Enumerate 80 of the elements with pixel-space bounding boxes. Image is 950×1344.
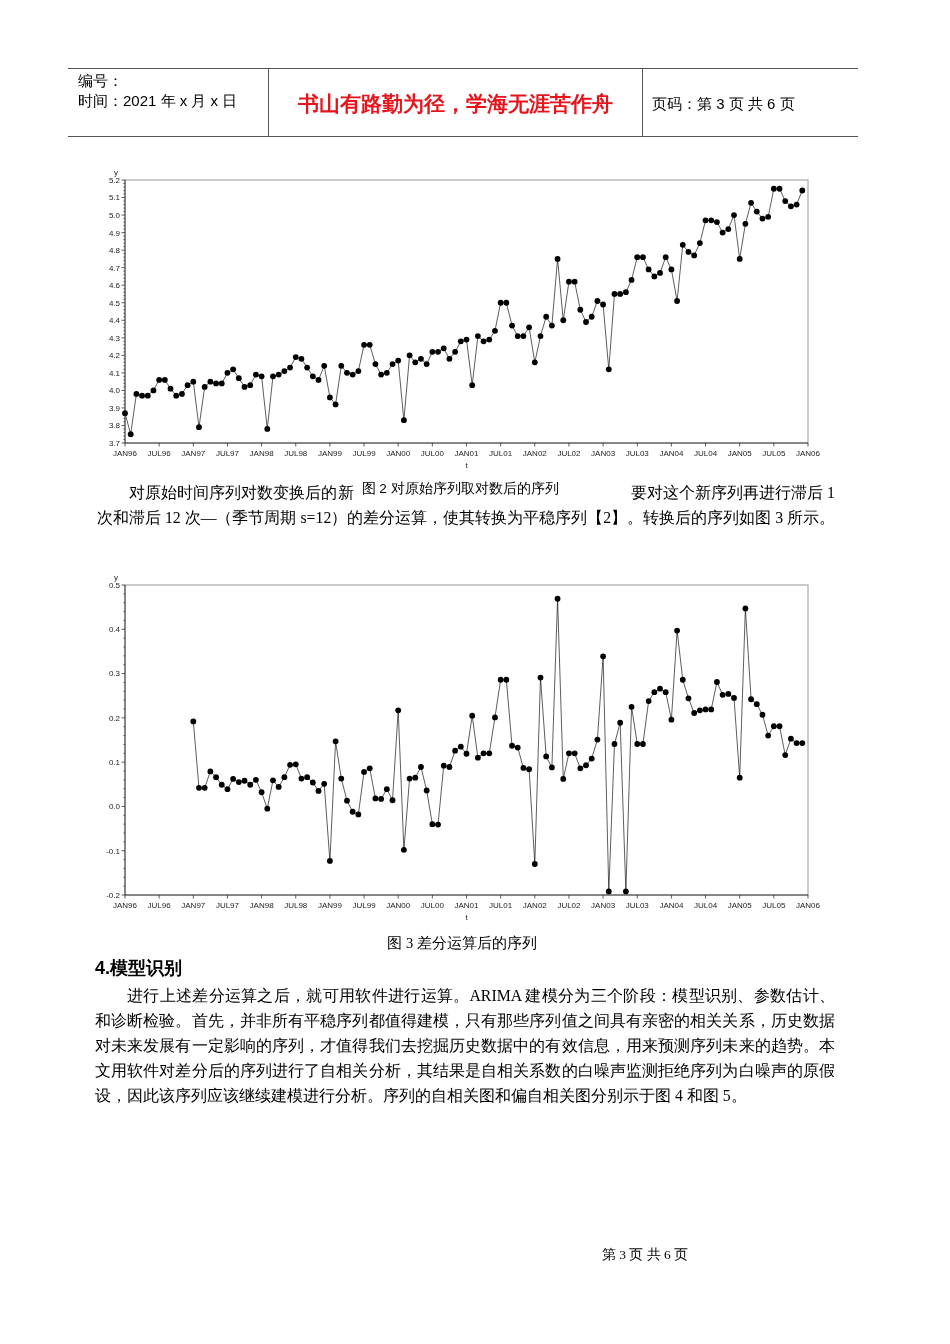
x-tick-label: JAN05 <box>727 449 753 458</box>
x-tick-label: JUL98 <box>284 449 308 458</box>
x-tick-label: JUL05 <box>762 901 786 910</box>
text: 图 2 对原始序列取对数后的序列 <box>361 481 559 497</box>
x-tick-label: JUL99 <box>352 449 377 458</box>
y-tick-label: 4.5 <box>108 298 121 308</box>
x-tick-label: JUL04 <box>693 901 718 910</box>
x-tick-label: JUL02 <box>557 901 582 910</box>
x-tick-label: JUL05 <box>762 449 786 458</box>
text: 编号： <box>78 71 123 91</box>
x-tick-label: JUL00 <box>420 449 445 458</box>
y-tick-label: 4.4 <box>108 316 121 326</box>
y-tick-label: -0.2 <box>106 890 121 900</box>
x-tick-label: JAN01 <box>454 449 480 458</box>
x-tick-label: JAN04 <box>659 901 684 910</box>
y-tick-label: 0.4 <box>108 625 121 635</box>
x-tick-label: JAN99 <box>317 449 343 458</box>
x-tick-label: JAN96 <box>112 449 138 458</box>
y-tick-label: 4.3 <box>108 333 121 343</box>
y-axis-title: y <box>114 573 118 582</box>
x-tick-label: JAN01 <box>454 901 480 910</box>
x-axis-title: t <box>465 913 469 922</box>
x-tick-label: JUL97 <box>215 449 240 458</box>
y-tick-label: 4.1 <box>108 368 121 378</box>
y-tick-label: 5.0 <box>108 210 121 220</box>
x-tick-label: JUL03 <box>625 449 650 458</box>
x-tick-label: JUL01 <box>489 901 513 910</box>
x-tick-label: JAN06 <box>795 449 821 458</box>
x-tick-label: JUL02 <box>557 449 582 458</box>
x-tick-label: JAN02 <box>522 449 548 458</box>
y-tick-label: 3.9 <box>108 403 121 413</box>
x-tick-label: JUL04 <box>693 449 718 458</box>
text: 书山有路勤为径，学海无涯苦作舟 <box>297 91 613 117</box>
x-tick-label: JUL01 <box>489 449 513 458</box>
text: 时间：2021 年 x 月 x 日 <box>78 91 238 111</box>
x-axis-title: t <box>465 461 469 470</box>
x-tick-label: JAN97 <box>181 449 206 458</box>
text: 页码：第 3 页 共 6 页 <box>652 94 795 114</box>
y-tick-label: 4.0 <box>108 386 121 396</box>
y-tick-label: 0.3 <box>108 669 121 679</box>
y-axis-title: y <box>114 168 118 177</box>
text: 进行上述差分运算之后，就可用软件进行运算。ARIMA 建模分为三个阶段：模型识别、参数估计、和诊断检验。首先，并非所有平稳序列都值得建模，只有那些序列值之间具有亲密的相关关系，历史数据对未来发展有一定影响的序列，才值得我们去挖掘历史数据中的有效信息，用来预测序列未来的趋势。本文用软件对差分后的序列进行了自相关分析，其结果是自相关系数的白噪声监测拒绝序列为白噪声的原假设，因此该序列应该继续建模进行分析。序列的自相关图和偏自相关图分别示于图 4 和图 5。 <box>95 986 835 1106</box>
x-tick-label: JUL96 <box>147 449 172 458</box>
y-tick-label: 4.8 <box>108 246 121 256</box>
x-tick-label: JAN03 <box>591 449 616 458</box>
x-tick-label: JAN97 <box>181 901 206 910</box>
x-tick-label: JAN02 <box>522 901 548 910</box>
x-tick-label: JAN98 <box>249 449 275 458</box>
x-tick-label: JUL00 <box>420 901 445 910</box>
x-tick-label: JAN99 <box>317 901 343 910</box>
text: 第 3 页 共 6 页 <box>601 1246 689 1264</box>
x-tick-label: JUL96 <box>147 901 172 910</box>
text: 对原始时间序列对数变换后的新 <box>129 484 354 501</box>
x-tick-label: JAN04 <box>659 449 684 458</box>
y-tick-label: 4.2 <box>108 351 121 361</box>
x-tick-label: JAN96 <box>112 901 138 910</box>
x-tick-label: JAN05 <box>727 901 753 910</box>
y-tick-label: 5.2 <box>108 175 121 185</box>
y-tick-label: -0.1 <box>106 846 121 856</box>
text: 图 3 差分运算后的序列 <box>387 934 537 953</box>
y-tick-label: 0.0 <box>108 802 121 812</box>
x-tick-label: JAN03 <box>591 901 616 910</box>
y-tick-label: 5.1 <box>108 193 121 203</box>
x-tick-label: JAN00 <box>386 449 411 458</box>
y-tick-label: 3.7 <box>108 438 121 448</box>
y-tick-label: 4.6 <box>108 281 121 291</box>
y-tick-label: 4.7 <box>108 263 121 273</box>
x-tick-label: JAN00 <box>386 901 411 910</box>
y-tick-label: 4.9 <box>108 228 121 238</box>
x-tick-label: JAN06 <box>795 901 821 910</box>
y-tick-label: 0.2 <box>108 713 121 723</box>
y-tick-label: 3.8 <box>108 421 121 431</box>
y-tick-label: 0.1 <box>108 758 121 768</box>
y-tick-label: 0.5 <box>108 580 121 590</box>
x-tick-label: JUL99 <box>352 901 377 910</box>
x-tick-label: JAN98 <box>249 901 275 910</box>
x-tick-label: JUL97 <box>215 901 240 910</box>
x-tick-label: JUL03 <box>625 901 650 910</box>
text: 4.模型识别 <box>95 957 183 980</box>
x-tick-label: JUL98 <box>284 901 308 910</box>
